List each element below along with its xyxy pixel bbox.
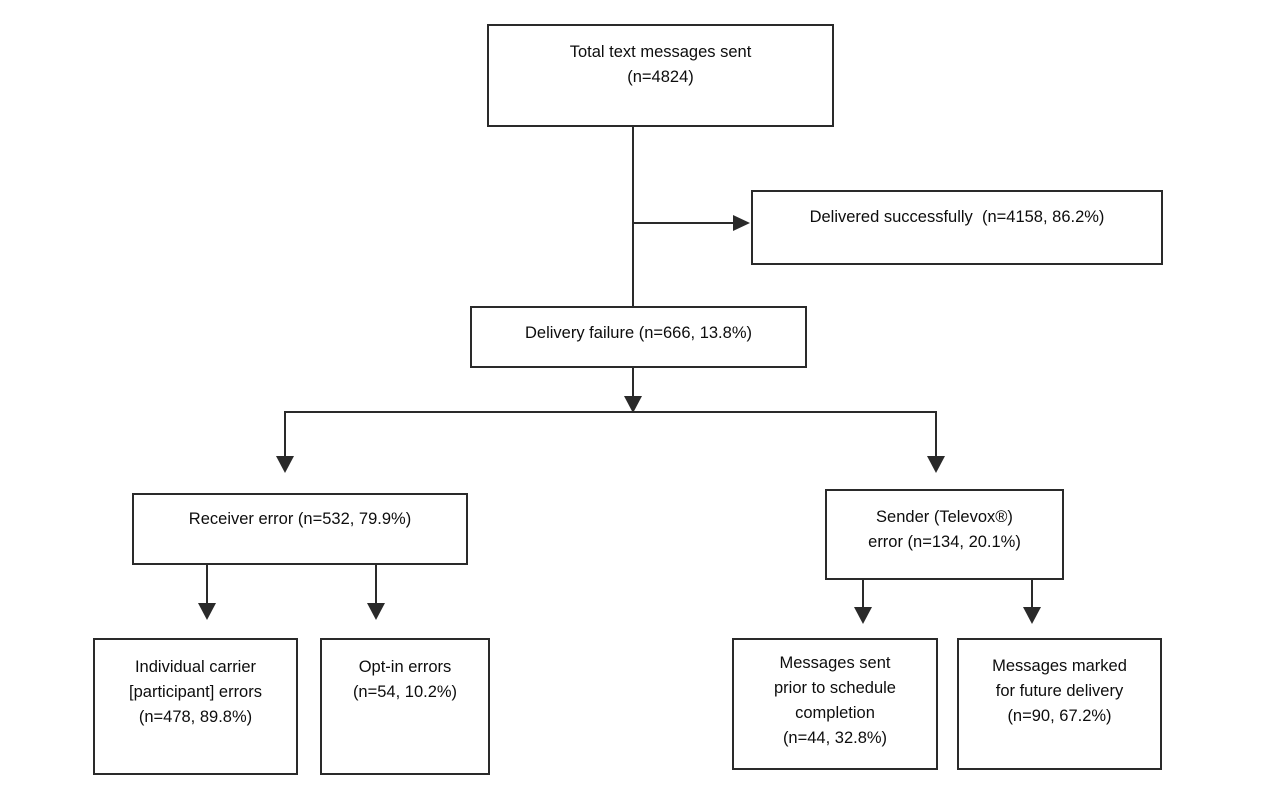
node-prior-line-4: (n=44, 32.8%) bbox=[782, 729, 888, 747]
arrowhead-to-delivered-icon bbox=[733, 215, 750, 231]
connector-failure-down bbox=[632, 368, 634, 398]
arrowhead-to-receiver-icon bbox=[276, 456, 294, 473]
arrowhead-failure-junction-icon bbox=[624, 396, 642, 413]
node-total-line-2: (n=4824) bbox=[627, 68, 694, 86]
connector-branch-to-delivered bbox=[632, 222, 733, 224]
node-failure-line-1: Delivery failure (n=666, 13.8%) bbox=[525, 324, 752, 342]
connector-failure-split bbox=[284, 411, 937, 413]
connector-total-to-failure bbox=[632, 127, 634, 306]
connector-to-sender bbox=[935, 411, 937, 457]
node-optin-line-1: Opt-in errors bbox=[358, 658, 452, 676]
node-sender-error: Sender (Televox®) error (n=134, 20.1%) bbox=[825, 489, 1064, 580]
connector-receiver-to-optin bbox=[375, 565, 377, 604]
node-carrier-errors: Individual carrier [participant] errors … bbox=[93, 638, 298, 775]
node-future-line-1: Messages marked bbox=[992, 657, 1127, 675]
node-future-delivery: Messages marked for future delivery (n=9… bbox=[957, 638, 1162, 770]
node-delivered-line-1: Delivered successfully (n=4158, 86.2%) bbox=[809, 208, 1105, 226]
node-sender-line-1: Sender (Televox®) bbox=[876, 508, 1013, 526]
arrowhead-to-future-icon bbox=[1023, 607, 1041, 624]
node-prior-line-3: completion bbox=[795, 704, 875, 722]
arrowhead-to-sender-icon bbox=[927, 456, 945, 473]
node-receiver-error: Receiver error (n=532, 79.9%) bbox=[132, 493, 468, 565]
arrowhead-to-optin-icon bbox=[367, 603, 385, 620]
node-delivered-successfully: Delivered successfully (n=4158, 86.2%) bbox=[751, 190, 1163, 265]
node-prior-schedule: Messages sent prior to schedule completi… bbox=[732, 638, 938, 770]
arrowhead-to-carrier-icon bbox=[198, 603, 216, 620]
node-optin-line-2: (n=54, 10.2%) bbox=[352, 683, 458, 701]
connector-sender-to-future bbox=[1031, 578, 1033, 608]
node-total-messages: Total text messages sent (n=4824) bbox=[487, 24, 834, 127]
node-delivery-failure: Delivery failure (n=666, 13.8%) bbox=[470, 306, 807, 368]
node-carrier-line-2: [participant] errors bbox=[129, 683, 262, 701]
node-total-line-1: Total text messages sent bbox=[569, 43, 752, 61]
node-carrier-line-1: Individual carrier bbox=[134, 658, 257, 676]
node-future-line-3: (n=90, 67.2%) bbox=[1007, 707, 1112, 725]
connector-receiver-to-carrier bbox=[206, 565, 208, 604]
node-prior-line-2: prior to schedule bbox=[774, 679, 896, 697]
node-prior-line-1: Messages sent bbox=[779, 654, 891, 672]
arrowhead-to-prior-icon bbox=[854, 607, 872, 624]
connector-to-receiver bbox=[284, 411, 286, 457]
node-receiver-line-1: Receiver error (n=532, 79.9%) bbox=[188, 510, 412, 528]
connector-sender-to-prior bbox=[862, 578, 864, 608]
node-carrier-line-3: (n=478, 89.8%) bbox=[138, 708, 253, 726]
node-optin-errors: Opt-in errors (n=54, 10.2%) bbox=[320, 638, 490, 775]
node-future-line-2: for future delivery bbox=[995, 682, 1124, 700]
node-sender-line-2: error (n=134, 20.1%) bbox=[868, 533, 1021, 551]
